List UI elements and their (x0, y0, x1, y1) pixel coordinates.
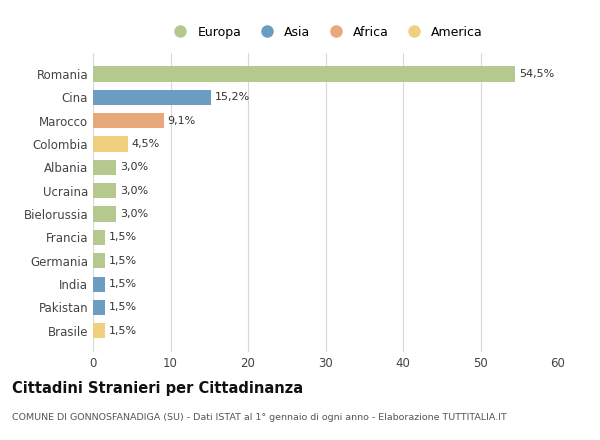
Text: Cittadini Stranieri per Cittadinanza: Cittadini Stranieri per Cittadinanza (12, 381, 303, 396)
Text: 3,0%: 3,0% (120, 162, 148, 172)
Text: 3,0%: 3,0% (120, 209, 148, 219)
Bar (93, 323, 104, 338)
Text: 9,1%: 9,1% (167, 116, 196, 126)
Legend: Europa, Asia, Africa, America: Europa, Asia, Africa, America (166, 23, 485, 41)
Text: 1,5%: 1,5% (109, 256, 137, 266)
Text: 3,0%: 3,0% (120, 186, 148, 196)
Bar (93, 230, 104, 245)
Text: 4,5%: 4,5% (132, 139, 160, 149)
Text: 1,5%: 1,5% (109, 279, 137, 289)
Bar (93, 160, 116, 175)
Text: 54,5%: 54,5% (519, 69, 554, 79)
Bar (93, 183, 116, 198)
Bar (93, 136, 128, 152)
Bar (93, 66, 515, 81)
Bar (93, 113, 164, 128)
Bar (93, 253, 104, 268)
Bar (93, 276, 104, 292)
Text: 15,2%: 15,2% (215, 92, 250, 103)
Text: 1,5%: 1,5% (109, 326, 137, 336)
Bar (93, 90, 211, 105)
Text: 1,5%: 1,5% (109, 302, 137, 312)
Text: COMUNE DI GONNOSFANADIGA (SU) - Dati ISTAT al 1° gennaio di ogni anno - Elaboraz: COMUNE DI GONNOSFANADIGA (SU) - Dati IST… (12, 413, 507, 422)
Bar (93, 206, 116, 222)
Bar (93, 300, 104, 315)
Text: 1,5%: 1,5% (109, 232, 137, 242)
